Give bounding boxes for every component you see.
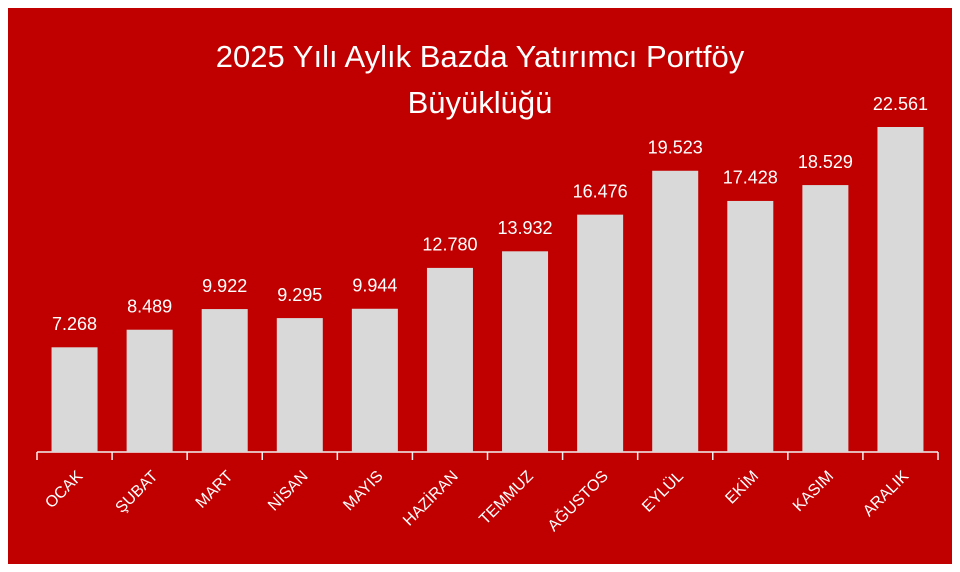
chart: 7.268OCAK8.489ŞUBAT9.922MART9.295NİSAN9.…: [8, 8, 952, 564]
bar: [802, 185, 849, 453]
bar: [502, 251, 549, 452]
bar: [426, 267, 473, 452]
value-label: 8.489: [127, 296, 172, 316]
bar: [126, 329, 173, 452]
value-label: 16.476: [573, 181, 628, 201]
value-label: 13.932: [498, 218, 553, 238]
value-label: 17.428: [723, 168, 778, 188]
value-label: 9.922: [202, 276, 247, 296]
value-label: 7.268: [52, 314, 97, 334]
bar: [577, 214, 624, 452]
bar: [276, 318, 323, 452]
value-label: 9.295: [277, 285, 322, 305]
bar: [727, 200, 774, 452]
bar: [877, 127, 924, 452]
bar: [51, 347, 98, 452]
chart-title: 2025 Yılı Aylık Bazda Yatırımcı Portföy …: [215, 39, 745, 120]
value-label: 18.529: [798, 152, 853, 172]
bar: [351, 308, 398, 452]
value-label: 12.780: [422, 235, 477, 255]
chart-area: 7.268 OCAK 8.489 ŞUBAT 9.922 MART 9.295 NİSAN 9.…: [8, 8, 952, 564]
background: [8, 8, 952, 564]
bar: [201, 309, 248, 452]
value-label: 22.561: [873, 94, 928, 114]
value-label: 19.523: [648, 138, 703, 158]
bar: [652, 170, 699, 452]
value-label: 9.944: [352, 276, 397, 296]
